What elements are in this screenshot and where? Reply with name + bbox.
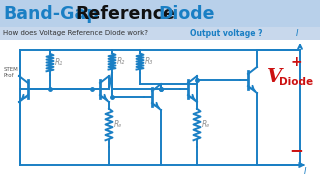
Text: R₁: R₁ [55, 58, 63, 67]
Text: Diode: Diode [279, 77, 313, 87]
Text: +: + [290, 55, 302, 69]
Text: Band-Gap: Band-Gap [3, 5, 99, 23]
Text: R₃: R₃ [145, 57, 153, 66]
Text: Diode: Diode [158, 5, 214, 23]
Text: R₂: R₂ [117, 57, 125, 66]
Bar [0, 27, 320, 40]
Text: I: I [295, 29, 298, 38]
Text: STEM
Prof: STEM Prof [4, 67, 19, 78]
Bar [0, 40, 320, 180]
Text: V: V [267, 68, 282, 86]
Text: Reference: Reference [75, 5, 175, 23]
Text: Rₑ: Rₑ [202, 120, 210, 129]
Text: Rₑ: Rₑ [114, 120, 122, 129]
Text: Output voltage ?: Output voltage ? [190, 28, 262, 37]
Text: How does Voltage Reference Diode work?: How does Voltage Reference Diode work? [3, 30, 148, 36]
Text: −: − [289, 141, 303, 159]
Bar [0, 0, 320, 28]
Text: I: I [304, 167, 307, 176]
